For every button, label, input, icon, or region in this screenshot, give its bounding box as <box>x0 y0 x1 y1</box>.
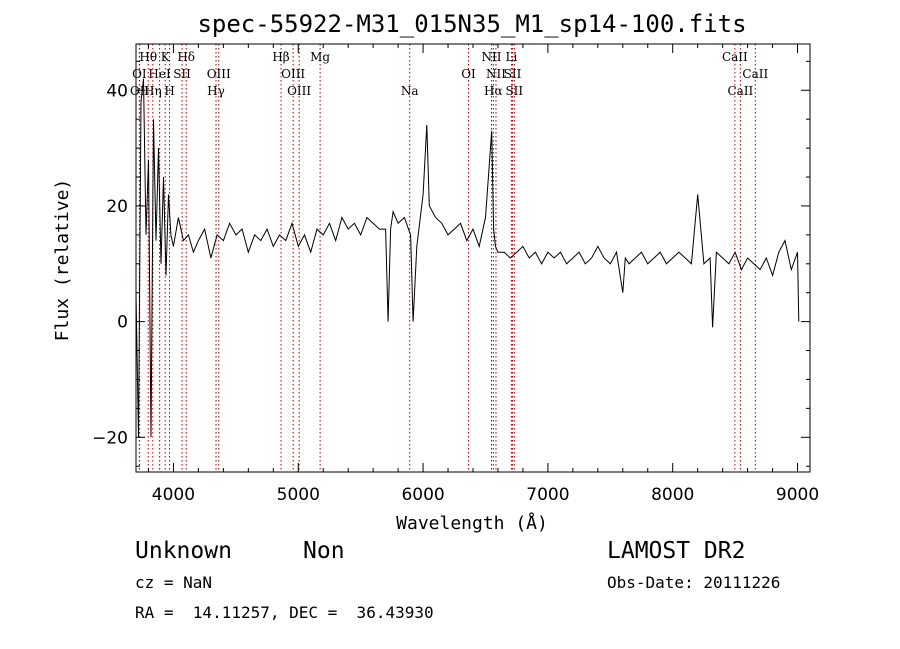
emission-line-label-25: CaII <box>727 84 753 98</box>
emission-line-label-7: OII <box>130 84 150 98</box>
y-axis: −20 0 20 40 <box>92 60 810 467</box>
emission-line-label-22: SII <box>505 84 523 98</box>
emission-line-label-5: SII <box>173 67 191 81</box>
y-tick-label: 0 <box>117 313 128 333</box>
emission-line-label-3: OI <box>132 67 147 81</box>
emission-line-label-13: OIII <box>281 67 305 81</box>
emission-line-label-1: K <box>161 50 171 64</box>
spectrum-plot: spec-55922-M31_015N35_M1_sp14-100.fits H… <box>52 10 819 534</box>
object-subclass: Non <box>303 538 345 564</box>
emission-line-label-18: OI <box>461 67 476 81</box>
emission-line-label-10: Hγ <box>207 84 225 98</box>
emission-line-label-21: Hα <box>484 84 503 98</box>
emission-line-label-23: CaII <box>722 50 748 64</box>
object-class: Unknown <box>135 538 232 564</box>
y-tick-label: 40 <box>106 81 128 101</box>
x-tick-label: 8000 <box>651 485 694 505</box>
survey-name: LAMOST DR2 <box>607 538 746 564</box>
x-axis: 4000 5000 6000 7000 8000 9000 <box>147 44 819 505</box>
emission-line-label-9: H <box>164 84 174 98</box>
y-axis-label: Flux (relative) <box>52 179 73 342</box>
emission-line-label-6: OIII <box>207 67 231 81</box>
emission-line-label-8: Hη <box>144 84 162 98</box>
emission-line-label-17: Li <box>506 50 518 64</box>
plot-frame <box>135 43 811 473</box>
x-tick-label: 7000 <box>526 485 569 505</box>
x-tick-label: 4000 <box>152 485 195 505</box>
emission-line-label-14: OIII <box>287 84 311 98</box>
spectrum-series-line <box>135 78 800 438</box>
x-tick-label: 9000 <box>776 485 819 505</box>
emission-line-label-0: Hθ <box>139 50 157 64</box>
emission-line-label-16: NII <box>481 50 501 64</box>
emission-line-label-24: CaII <box>742 67 768 81</box>
emission-line-label-4: HeI <box>148 67 171 81</box>
observation-date: Obs-Date: 20111226 <box>607 573 781 592</box>
emission-line-label-11: Hβ <box>272 50 289 64</box>
emission-line-label-19: NII <box>486 67 506 81</box>
redshift-readout: cz = NaN <box>135 573 213 592</box>
emission-line-markers <box>138 44 756 472</box>
y-tick-label: 20 <box>106 197 128 217</box>
x-tick-label: 6000 <box>401 485 444 505</box>
emission-line-label-20: SII <box>504 67 522 81</box>
chart-title: spec-55922-M31_015N35_M1_sp14-100.fits <box>197 10 746 38</box>
x-axis-label: Wavelength (Å) <box>396 512 548 534</box>
coordinates-readout: RA = 14.11257, DEC = 36.43930 <box>135 603 434 622</box>
emission-line-label-2: Hδ <box>177 50 195 64</box>
y-tick-label: −20 <box>92 428 128 448</box>
emission-line-label-15: Na <box>401 84 419 98</box>
x-tick-label: 5000 <box>277 485 320 505</box>
emission-line-label-12: Mg <box>310 50 330 64</box>
